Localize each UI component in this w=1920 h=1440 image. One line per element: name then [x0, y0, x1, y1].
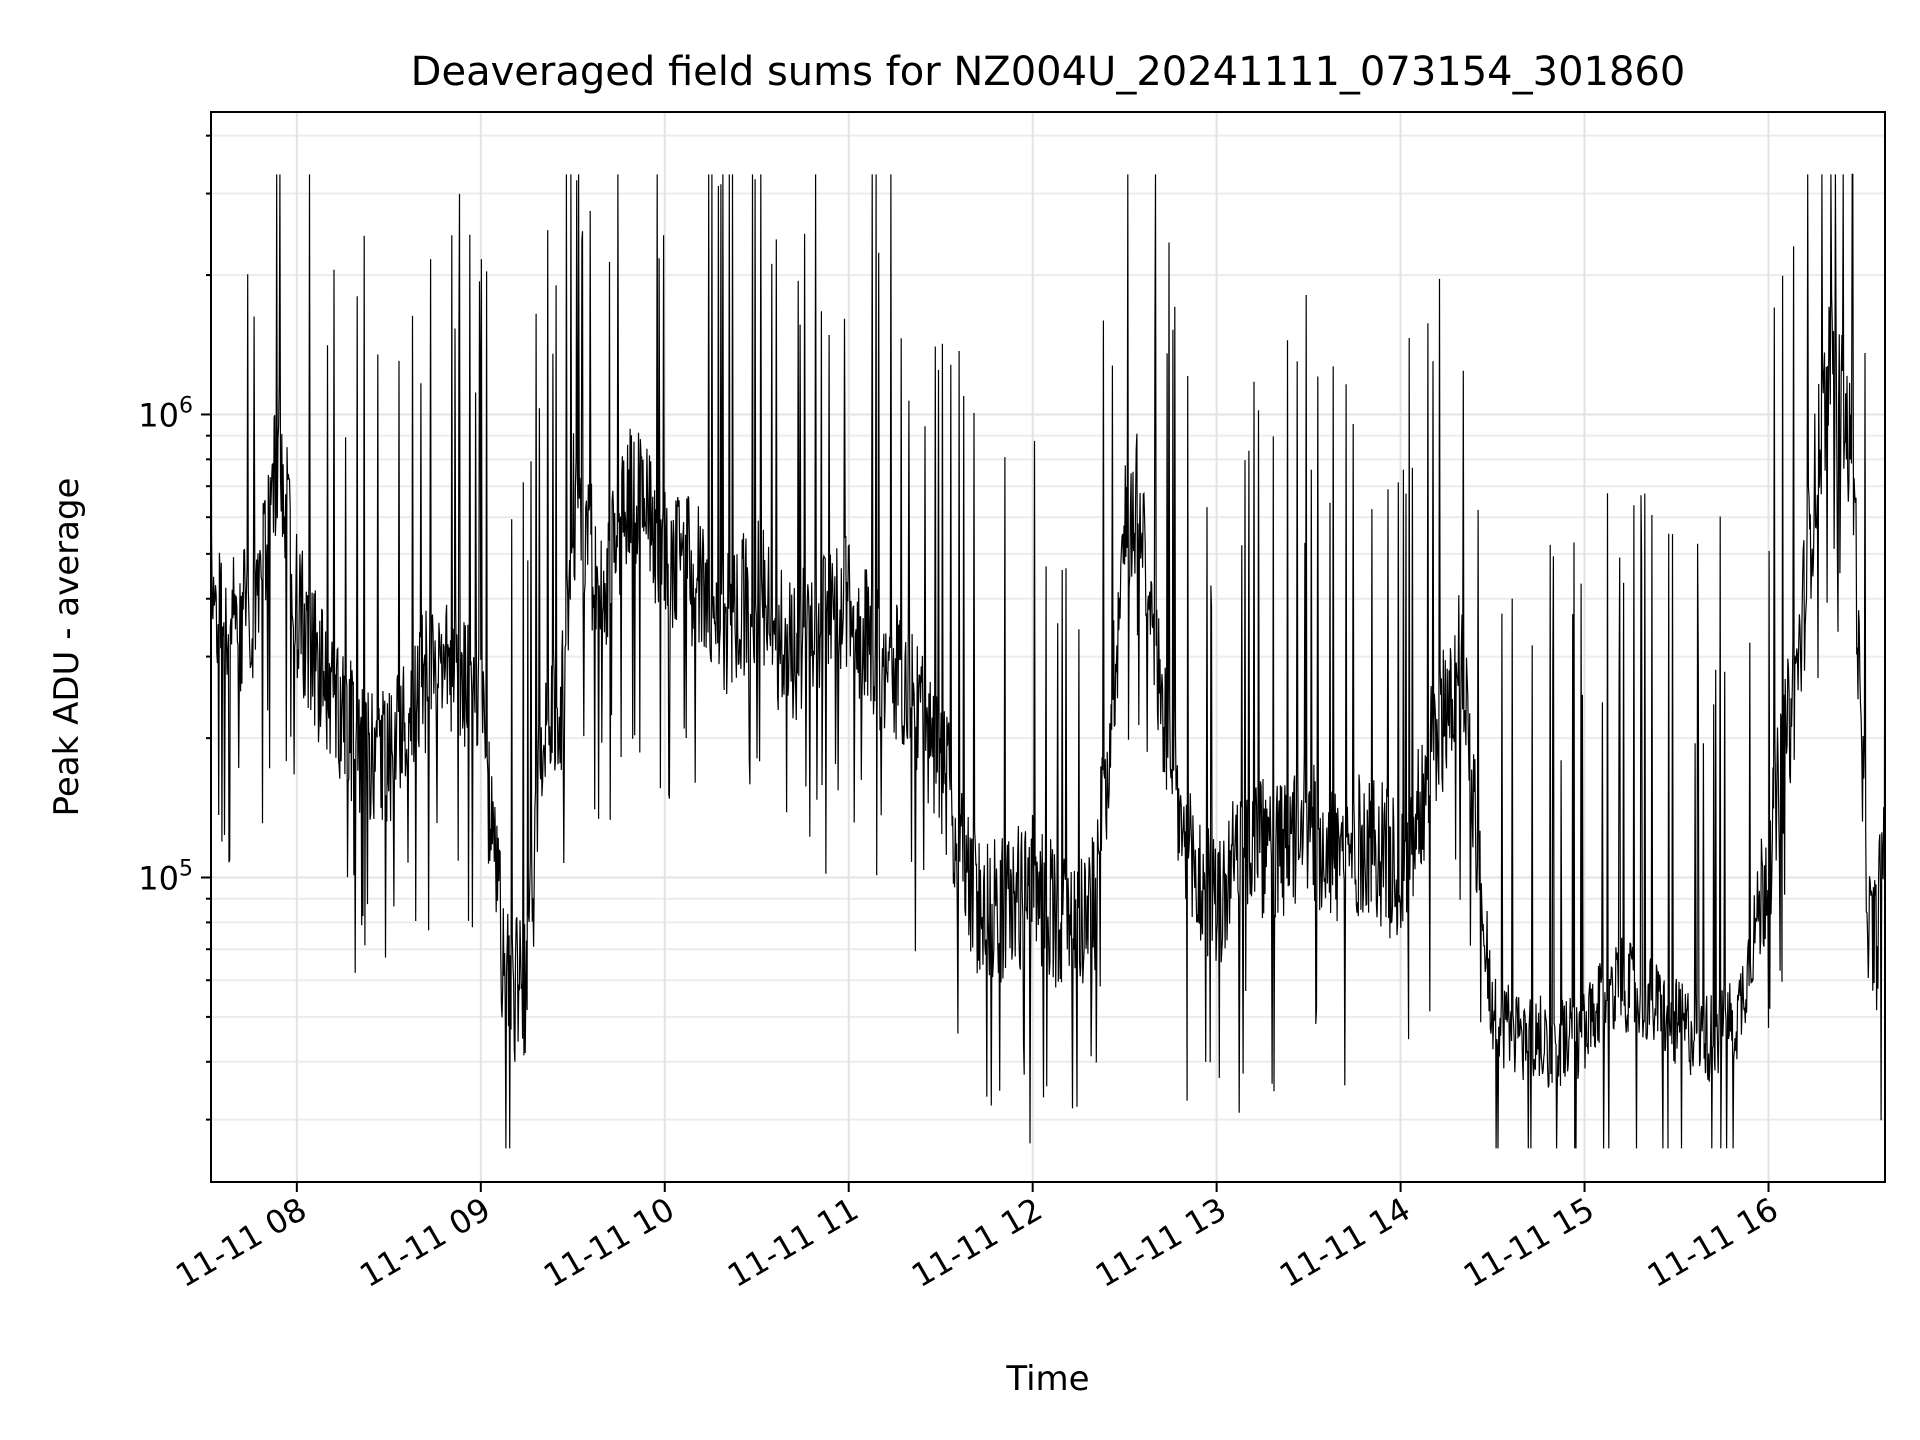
- x-axis-label: Time: [1005, 1359, 1089, 1399]
- x-tick-label: 11-11 11: [721, 1190, 865, 1295]
- series-line: [210, 173, 1886, 1149]
- x-tick-label: 11-11 14: [1273, 1190, 1417, 1295]
- y-axis-label: Peak ADU - average: [47, 478, 87, 817]
- grid: [211, 112, 1885, 1182]
- y-tick-label: 106: [138, 393, 193, 434]
- plot-frame: [210, 111, 1886, 1183]
- x-tick-label: 11-11 12: [905, 1190, 1049, 1295]
- x-tick-label: 11-11 15: [1457, 1190, 1601, 1295]
- x-tick-label: 11-11 16: [1641, 1190, 1785, 1295]
- x-tick-label: 11-11 08: [169, 1190, 313, 1295]
- x-tick-label: 11-11 10: [537, 1190, 681, 1295]
- y-tick-label: 105: [138, 857, 193, 898]
- x-tick-label: 11-11 13: [1089, 1190, 1233, 1295]
- chart-title: Deaveraged field sums for NZ004U_2024111…: [411, 49, 1686, 95]
- x-tick-label: 11-11 09: [353, 1190, 497, 1295]
- series-layer: [210, 173, 1886, 1149]
